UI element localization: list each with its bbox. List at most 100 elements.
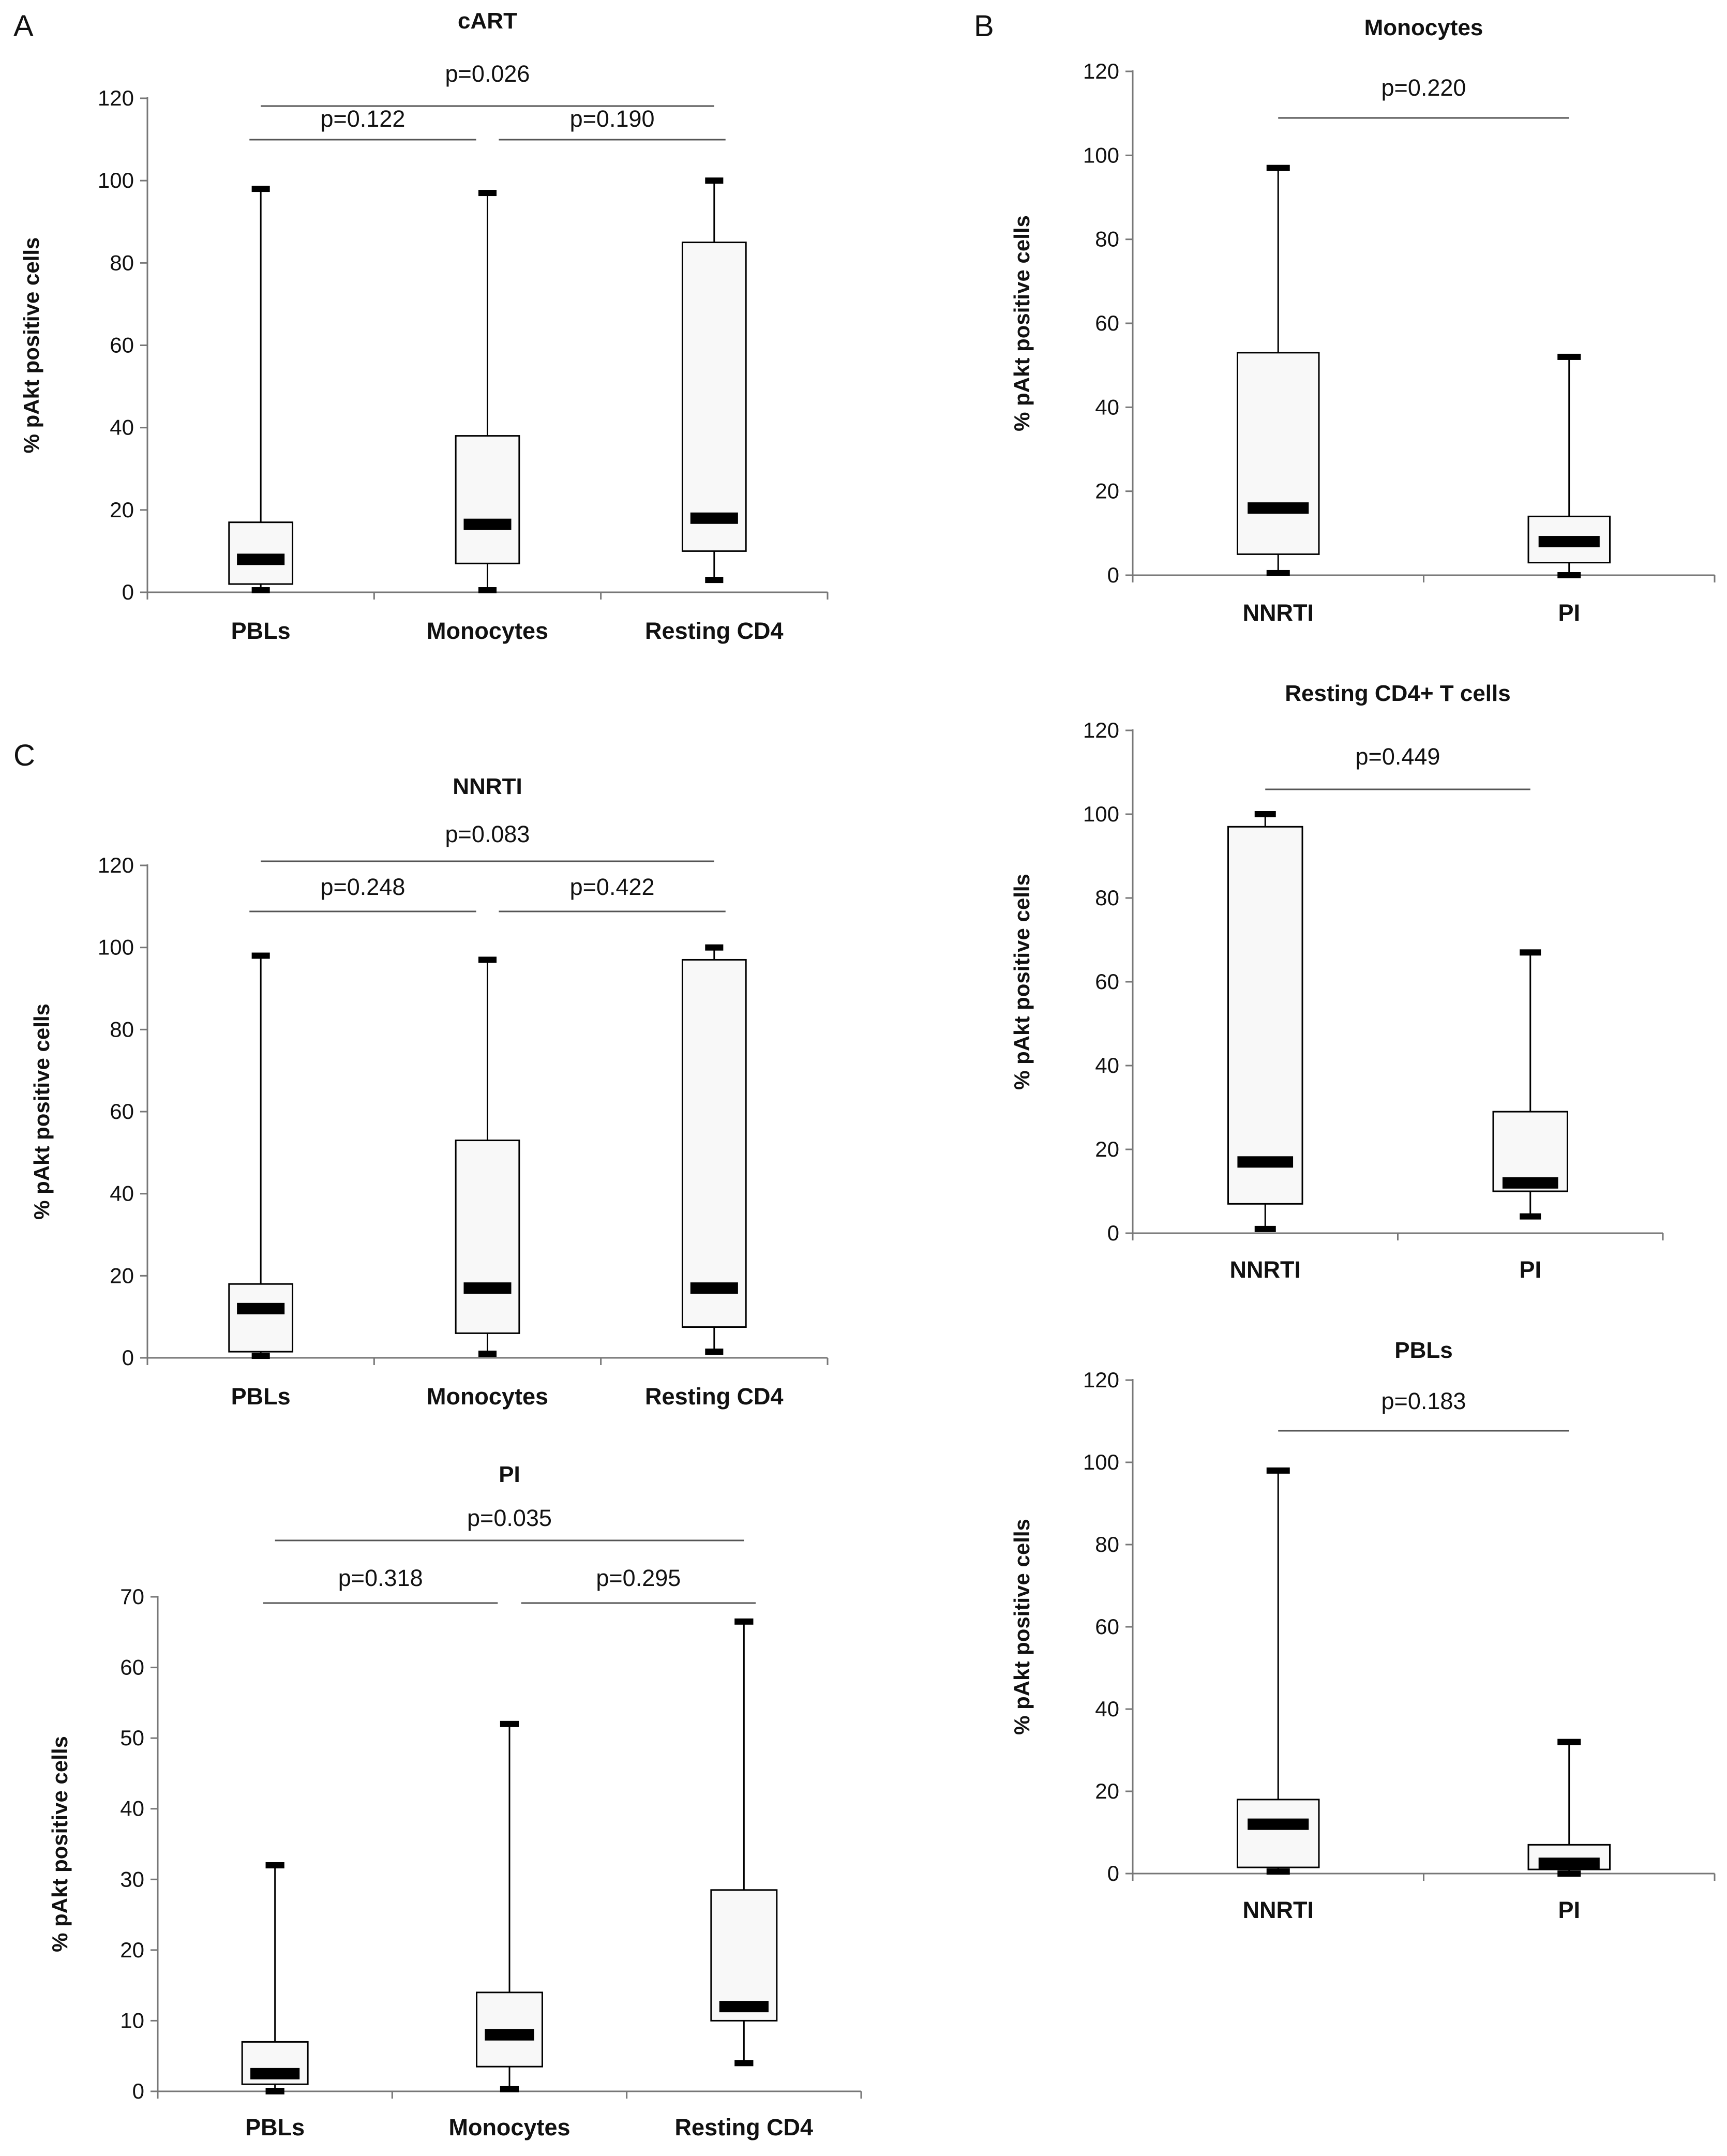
y-tick-label: 40 (120, 1796, 144, 1821)
min-cap (251, 587, 270, 594)
y-tick-label: 120 (1083, 1368, 1119, 1392)
y-tick-label: 100 (98, 935, 134, 960)
category-label: PBLs (231, 1383, 291, 1410)
min-cap (478, 587, 497, 594)
panel-label-a: A (13, 9, 34, 43)
chart-title: Resting CD4+ T cells (1285, 681, 1510, 706)
max-cap (265, 1862, 284, 1868)
p-value-label: p=0.035 (467, 1505, 552, 1531)
min-cap (705, 577, 724, 583)
y-tick-label: 120 (1083, 59, 1119, 83)
y-tick-label: 100 (1083, 1450, 1119, 1474)
min-cap (705, 1349, 724, 1355)
y-tick-label: 80 (110, 250, 134, 275)
box-plot-pi (1492, 949, 1568, 1220)
y-tick-label: 120 (98, 853, 134, 877)
y-tick-label: 20 (110, 1263, 134, 1287)
p-value-label: p=0.083 (445, 821, 530, 847)
median-bar (719, 2001, 769, 2013)
category-label: NNRTI (1243, 600, 1314, 626)
category-label: Monocytes (448, 2114, 570, 2140)
p-value-label: p=0.220 (1381, 74, 1466, 101)
y-tick-label: 80 (1095, 886, 1119, 910)
max-cap (1557, 1739, 1581, 1745)
p-value-label: p=0.122 (320, 106, 405, 132)
y-tick-label: 50 (120, 1726, 144, 1750)
category-label: Resting CD4 (645, 618, 784, 644)
y-axis-label: % pAkt positive cells (1010, 874, 1034, 1090)
y-tick-label: 20 (1095, 479, 1119, 503)
iqr-box (681, 959, 747, 1328)
y-axis-label: % pAkt positive cells (1010, 215, 1034, 431)
p-value-label: p=0.026 (445, 61, 530, 87)
max-cap (251, 186, 270, 192)
chart-cart: cART % pAkt positive cells 0 20 40 60 80 100 120… (19, 8, 829, 644)
max-cap (478, 956, 497, 963)
min-cap (1266, 570, 1290, 576)
category-label: Resting CD4 (675, 2114, 814, 2140)
iqr-box (1237, 352, 1320, 555)
max-cap (251, 952, 270, 959)
y-tick-label: 0 (132, 2079, 144, 2103)
box-plot-resting-cd4 (710, 1618, 778, 2067)
max-cap (478, 190, 497, 197)
max-cap (1254, 811, 1276, 817)
y-tick-label: 40 (1095, 1697, 1119, 1721)
y-tick-label: 40 (110, 415, 134, 440)
y-tick-label: 0 (1107, 1221, 1119, 1245)
category-label: PI (1558, 1897, 1580, 1923)
panel-label-c: C (13, 739, 35, 772)
category-label: Monocytes (427, 618, 548, 644)
iqr-box (681, 242, 747, 552)
category-label: PI (1519, 1256, 1541, 1283)
min-cap (1266, 1868, 1290, 1875)
min-cap (500, 2086, 519, 2092)
median-bar (1248, 1818, 1309, 1830)
y-tick-label: 0 (1107, 1861, 1119, 1885)
median-bar (690, 512, 738, 524)
p-value-label: p=0.183 (1381, 1388, 1466, 1414)
y-tick-label: 10 (120, 2008, 144, 2032)
chart-pi: PI % pAkt positive cells 0 10 20 30 40 50 60 70 PB… (48, 1462, 862, 2140)
y-tick-label: 60 (1095, 1614, 1119, 1639)
category-label: NNRTI (1243, 1897, 1314, 1923)
max-cap (1266, 164, 1290, 171)
y-tick-label: 120 (1083, 718, 1119, 742)
chart-title: cART (458, 8, 517, 34)
median-bar (690, 1282, 738, 1294)
median-bar (250, 2068, 300, 2079)
box-plot-pbls (228, 952, 294, 1359)
iqr-box (1237, 1799, 1320, 1868)
y-axis-label: % pAkt positive cells (19, 237, 43, 454)
iqr-box (455, 435, 520, 564)
p-value-label: p=0.295 (596, 1565, 681, 1591)
category-label: NNRTI (1230, 1256, 1301, 1283)
min-cap (1557, 1870, 1581, 1877)
chart-nnrti: NNRTI % pAkt positive cells 0 20 40 60 80 100 12… (29, 774, 829, 1410)
p-value-label: p=0.449 (1356, 743, 1440, 770)
box-plot-nnrti (1237, 164, 1320, 576)
y-tick-label: 80 (1095, 1532, 1119, 1556)
y-tick-label: 20 (110, 498, 134, 522)
y-axis-label: % pAkt positive cells (1010, 1519, 1034, 1735)
p-value-label: p=0.318 (338, 1565, 423, 1591)
iqr-box (228, 1283, 294, 1353)
chart-title: NNRTI (453, 774, 522, 799)
y-tick-label: 100 (98, 168, 134, 192)
y-tick-label: 60 (120, 1655, 144, 1680)
p-value-label: p=0.422 (570, 874, 655, 900)
max-cap (705, 177, 724, 184)
y-tick-label: 100 (1083, 143, 1119, 167)
median-bar (1538, 1858, 1600, 1869)
chart-title: Monocytes (1364, 15, 1483, 40)
panel-label-b: B (974, 9, 994, 43)
median-bar (1502, 1177, 1558, 1189)
box-plot-pbls (228, 186, 294, 594)
max-cap (500, 1720, 519, 1727)
box-plot-monocytes (455, 956, 520, 1357)
y-tick-label: 0 (122, 1345, 134, 1370)
box-plot-nnrti (1227, 811, 1303, 1232)
y-tick-label: 60 (110, 333, 134, 357)
max-cap (705, 944, 724, 951)
